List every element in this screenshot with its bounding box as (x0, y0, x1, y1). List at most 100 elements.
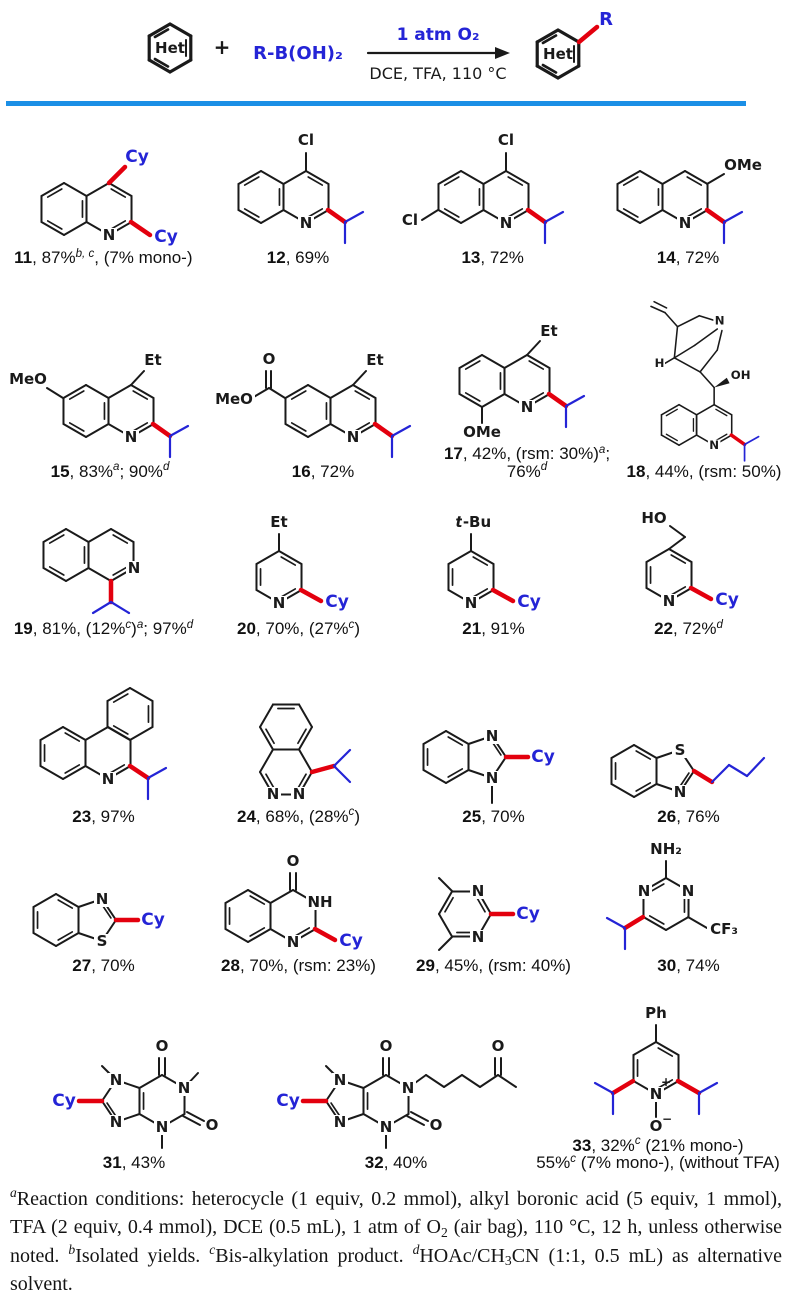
superscript-note: d (412, 1242, 420, 1258)
footnote-text: aReaction conditions: heterocycle (1 equ… (0, 1177, 792, 1304)
text-segment: , 69% (285, 248, 330, 267)
caption-28: 28, 70%, (rsm: 23%) (221, 956, 376, 976)
text-segment: 25 (462, 806, 482, 826)
text-segment: ) (131, 619, 137, 639)
atom-label: N (465, 594, 478, 612)
atom-label: N (638, 882, 651, 900)
atom-label: O (649, 1117, 662, 1135)
reaction-scheme-drawing: Het + R-B(OH)₂ 1 atm O₂ DCE, TFA, 110 °C Het R (147, 9, 613, 83)
structure-12: Cl N (236, 131, 364, 245)
text-segment: 27 (72, 956, 92, 976)
superscript-note: c (348, 806, 355, 819)
atom-label: Cl (297, 131, 313, 149)
atom-label: O (430, 1116, 443, 1134)
text-segment: , (7% mono-) (94, 248, 193, 267)
structure-22: HO N Cy (639, 509, 738, 610)
caption-15: 15, 83%a; 90%d (50, 461, 170, 482)
atom-label: R (599, 9, 613, 30)
atom-label: S (97, 932, 108, 950)
atom-label: N (486, 727, 499, 745)
text-segment: 19 (13, 619, 33, 639)
text-segment: 28 (221, 956, 240, 976)
structure-27: N S Cy (32, 890, 165, 950)
caption-18: 18, 44%, (rsm: 50%) (627, 462, 782, 482)
atom-label: CF₃ (710, 920, 738, 938)
text-segment: , 70% (481, 806, 525, 826)
superscript-note: a (10, 1185, 17, 1201)
atom-label: N (292, 785, 305, 803)
atom-label: + (214, 35, 231, 59)
superscript-note: d (162, 461, 170, 474)
text-segment: 16 (291, 461, 311, 481)
text-segment: 14 (656, 248, 676, 267)
text-segment: 76% (506, 461, 541, 481)
caption-21: 21, 91% (462, 619, 524, 639)
atom-label: N (682, 882, 695, 900)
text-segment: 29 (416, 956, 435, 976)
atom-label: N (102, 770, 115, 788)
compound-row-5: N S Cy 27, 70% O NH N Cy 28, 70%, (rsm: 23%) N N Cy… (0, 830, 792, 976)
text-segment: , 44%, (rsm: 50%) (645, 461, 782, 481)
text-segment: , 32% (591, 1135, 635, 1155)
structure-19: N (42, 528, 142, 615)
atom-label: NH (307, 893, 332, 911)
atom-label: N (380, 1118, 393, 1136)
atom-label: − (661, 1112, 671, 1126)
caption-33-line2: 55%c (7% mono-), (without TFA) (536, 1153, 780, 1173)
caption-17: 17, 42%, (rsm: 30%)a; (444, 444, 610, 464)
atom-label: N (347, 428, 360, 446)
atom-label: O (206, 1116, 219, 1134)
text-segment: Reaction conditions: heterocycle (1 equi… (10, 1187, 782, 1239)
compound-31: O O N N N N Cy 31, 43% (6, 1017, 262, 1173)
superscript-note: d (540, 461, 548, 474)
superscript-note: d (186, 618, 194, 631)
caption-25: 25, 70% (462, 807, 524, 827)
caption-26: 26, 76% (657, 807, 719, 827)
compound-25: N N Cy 25, 70% (396, 687, 591, 827)
text-segment: 12 (266, 248, 286, 267)
text-segment: 17 (443, 444, 463, 463)
compound-16: O MeO Et N 16, 72% (214, 326, 432, 482)
atom-label: O (287, 852, 300, 870)
atom-label: Cy (531, 747, 555, 767)
text-segment: , 81%, (12% (32, 619, 126, 639)
compound-20: Et N Cy 20, 70%, (27%c) (201, 507, 396, 639)
text-segment: ) (354, 806, 360, 826)
compound-15: MeO Et N 15, 83%a; 90%d (6, 326, 214, 482)
atom-label: O (380, 1037, 393, 1055)
atom-label: N (679, 214, 692, 232)
caption-23: 23, 97% (72, 807, 134, 827)
superscript-note: c (125, 618, 132, 631)
superscript-note: c (634, 1135, 641, 1148)
compound-grid: N Cy Cy 11, 87%b, c, (7% mono-) Cl N 12, 69% Cl… (0, 112, 792, 1173)
text-segment: 15 (50, 461, 70, 481)
structure-31: O O N N N N Cy (52, 1037, 219, 1150)
atom-label: N (662, 592, 675, 610)
structure-26: SN (609, 741, 765, 801)
atom-label: O (492, 1037, 505, 1055)
compound-12: Cl N 12, 69% (201, 112, 396, 268)
text-segment: , 42%, (rsm: 30%) (462, 444, 599, 463)
atom-label: N (673, 783, 686, 801)
superscript-note: d (716, 618, 723, 631)
caption-30: 30, 74% (657, 956, 719, 976)
atom-label: DCE, TFA, 110 °C (369, 64, 506, 83)
structure-18: N H OH N (650, 300, 760, 462)
atom-label: Et (540, 322, 557, 340)
atom-label: -Bu (463, 513, 491, 531)
atom-label: Cy (126, 147, 150, 167)
structure-11: N Cy Cy (40, 147, 178, 247)
compound-13: Cl Cl N 13, 72% (395, 112, 590, 268)
text-segment: 20 (237, 619, 256, 639)
atom-label: N (649, 1085, 662, 1103)
text-segment: , 72% (310, 461, 355, 481)
atom-label: N (272, 594, 285, 612)
text-segment: (7% mono-), (without TFA) (576, 1153, 780, 1173)
caption-33: 33, 32%c (21% mono-) (572, 1135, 743, 1156)
compound-29: N N Cy 29, 45%, (rsm: 40%) (396, 844, 591, 976)
atom-label: Cl (498, 131, 514, 149)
text-segment: , 72% (675, 248, 720, 267)
structure-21: t -Bu N Cy (447, 513, 541, 612)
text-segment: ) (354, 619, 360, 639)
